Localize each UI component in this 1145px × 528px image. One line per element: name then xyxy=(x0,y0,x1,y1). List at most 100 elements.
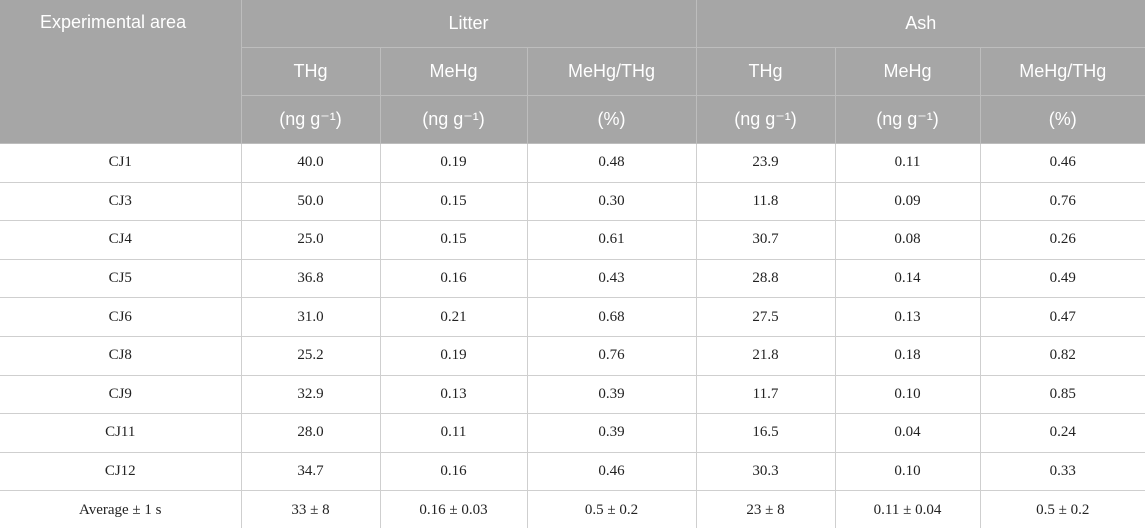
table-cell: 0.10 xyxy=(834,374,981,415)
table-cell: 36.8 xyxy=(240,258,381,299)
table-cell: 0.04 xyxy=(834,413,981,453)
table-row: CJ4 25.0 0.15 0.61 30.7 0.08 0.26 xyxy=(0,220,1145,260)
row-label: CJ1 xyxy=(0,143,242,183)
table-cell: 0.46 xyxy=(526,451,697,492)
table-cell: 0.5 ± 0.2 xyxy=(526,490,697,528)
table-cell: 33 ± 8 xyxy=(240,490,381,528)
row-label: CJ6 xyxy=(0,297,242,337)
table-row: CJ1 40.0 0.19 0.48 23.9 0.11 0.46 xyxy=(0,143,1145,183)
column-header: THg xyxy=(240,47,381,96)
table-cell: 30.7 xyxy=(695,220,836,260)
table-cell: 0.26 xyxy=(979,220,1145,260)
table-row: CJ3 50.0 0.15 0.30 11.8 0.09 0.76 xyxy=(0,181,1145,222)
table-cell: 0.33 xyxy=(979,451,1145,492)
table-cell: 0.21 xyxy=(379,297,528,337)
table-cell: 50.0 xyxy=(240,181,381,222)
row-label: CJ8 xyxy=(0,335,242,376)
table-cell: 0.16 xyxy=(379,451,528,492)
table-cell: 0.85 xyxy=(979,374,1145,415)
table-cell: 40.0 xyxy=(240,143,381,183)
table-cell: 0.13 xyxy=(834,297,981,337)
table-cell: 11.8 xyxy=(695,181,836,222)
table-cell: 11.7 xyxy=(695,374,836,415)
table-cell: 21.8 xyxy=(695,335,836,376)
table-cell: 0.43 xyxy=(526,258,697,299)
unit-header: (%) xyxy=(979,95,1145,144)
table-row: CJ8 25.2 0.19 0.76 21.8 0.18 0.82 xyxy=(0,335,1145,376)
column-header: MeHg/THg xyxy=(979,47,1145,96)
group-header: Ash xyxy=(695,0,1145,48)
table-cell: 0.47 xyxy=(979,297,1145,337)
unit-header: (ng g⁻¹) xyxy=(240,95,381,144)
table-cell: 16.5 xyxy=(695,413,836,453)
column-header: THg xyxy=(695,47,836,96)
table-cell: 34.7 xyxy=(240,451,381,492)
table-cell: 0.15 xyxy=(379,181,528,222)
column-header: MeHg xyxy=(379,47,528,96)
table-cell: 0.19 xyxy=(379,335,528,376)
table-cell: 27.5 xyxy=(695,297,836,337)
table-cell: 0.11 xyxy=(379,413,528,453)
unit-header: (ng g⁻¹) xyxy=(695,95,836,144)
table-cell: 0.15 xyxy=(379,220,528,260)
table-cell: 0.76 xyxy=(526,335,697,376)
table-cell: 25.2 xyxy=(240,335,381,376)
column-header: MeHg/THg xyxy=(526,47,697,96)
table-body: CJ1 40.0 0.19 0.48 23.9 0.11 0.46 CJ3 50.0 0.15 0.… xyxy=(0,143,1145,528)
row-label: CJ3 xyxy=(0,181,242,222)
table-cell: 23 ± 8 xyxy=(695,490,836,528)
table-cell: 0.19 xyxy=(379,143,528,183)
table-cell: 0.46 xyxy=(979,143,1145,183)
table-cell: 0.61 xyxy=(526,220,697,260)
table-cell: 0.39 xyxy=(526,413,697,453)
table-cell: 0.49 xyxy=(979,258,1145,299)
row-label: CJ4 xyxy=(0,220,242,260)
table-cell: 0.5 ± 0.2 xyxy=(979,490,1145,528)
table-cell: 0.11 xyxy=(834,143,981,183)
table-header: Experimental area Litter Ash THg MeHg MeHg… xyxy=(0,0,1145,144)
unit-header: (ng g⁻¹) xyxy=(379,95,528,144)
table-cell: 23.9 xyxy=(695,143,836,183)
table-row: Average ± 1 s 33 ± 8 0.16 ± 0.03 0.5 ± 0.2 2… xyxy=(0,490,1145,528)
table-cell: 0.24 xyxy=(979,413,1145,453)
row-label: Average ± 1 s xyxy=(0,490,242,528)
table-cell: 28.0 xyxy=(240,413,381,453)
group-header: Litter xyxy=(240,0,697,48)
table-cell: 0.16 xyxy=(379,258,528,299)
table-row: CJ12 34.7 0.16 0.46 30.3 0.10 0.33 xyxy=(0,451,1145,492)
column-header-row: THg MeHg MeHg/THg THg MeHg MeHg/THg xyxy=(0,47,1145,96)
row-label: CJ12 xyxy=(0,451,242,492)
row-label: CJ11 xyxy=(0,413,242,453)
table-cell: 0.48 xyxy=(526,143,697,183)
table-cell: 0.39 xyxy=(526,374,697,415)
table-cell: 0.14 xyxy=(834,258,981,299)
table-cell: 0.10 xyxy=(834,451,981,492)
table-row: CJ6 31.0 0.21 0.68 27.5 0.13 0.47 xyxy=(0,297,1145,337)
table-cell: 0.11 ± 0.04 xyxy=(834,490,981,528)
table-cell: 0.18 xyxy=(834,335,981,376)
unit-header: (ng g⁻¹) xyxy=(834,95,981,144)
table-cell: 0.16 ± 0.03 xyxy=(379,490,528,528)
row-label: CJ5 xyxy=(0,258,242,299)
table-cell: 0.30 xyxy=(526,181,697,222)
table-cell: 32.9 xyxy=(240,374,381,415)
table-cell: 31.0 xyxy=(240,297,381,337)
table-cell: 0.08 xyxy=(834,220,981,260)
table-cell: 0.76 xyxy=(979,181,1145,222)
column-header: MeHg xyxy=(834,47,981,96)
table-cell: 30.3 xyxy=(695,451,836,492)
table-cell: 25.0 xyxy=(240,220,381,260)
table-cell: 0.09 xyxy=(834,181,981,222)
table-cell: 0.68 xyxy=(526,297,697,337)
unit-row: (ng g⁻¹) (ng g⁻¹) (%) (ng g⁻¹) (ng g⁻¹) (%) xyxy=(0,95,1145,144)
table-cell: 28.8 xyxy=(695,258,836,299)
table-cell: 0.13 xyxy=(379,374,528,415)
row-label: CJ9 xyxy=(0,374,242,415)
table-row: CJ11 28.0 0.11 0.39 16.5 0.04 0.24 xyxy=(0,413,1145,453)
table-cell: 0.82 xyxy=(979,335,1145,376)
stub-header: Experimental area xyxy=(0,0,242,144)
table-row: CJ9 32.9 0.13 0.39 11.7 0.10 0.85 xyxy=(0,374,1145,415)
unit-header: (%) xyxy=(526,95,697,144)
